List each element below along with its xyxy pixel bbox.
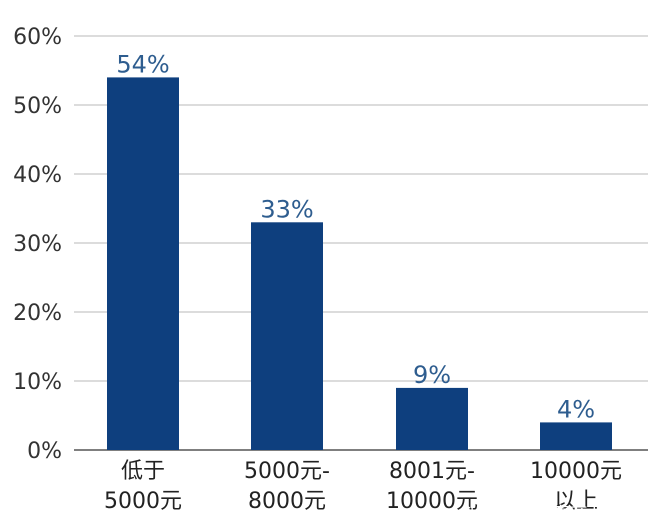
bar <box>540 422 612 450</box>
x-tick-label: 10000元 <box>386 489 478 514</box>
x-tick-label: 5000元- <box>244 459 330 484</box>
y-tick-label: 50% <box>13 94 62 119</box>
data-label: 4% <box>557 395 595 423</box>
data-label: 9% <box>413 361 451 389</box>
bar <box>396 387 468 450</box>
x-tick-label: 8000元 <box>248 489 326 514</box>
y-tick-label: 10% <box>13 370 62 395</box>
x-tick-label: 低于 <box>121 459 165 484</box>
y-tick-label: 30% <box>13 232 62 257</box>
y-tick-label: 20% <box>13 301 62 326</box>
x-tick-label: 以上 <box>554 489 598 514</box>
bars <box>107 77 612 451</box>
y-axis-ticks: 0% 10% 20% 30% 40% 50% 60% <box>13 25 62 464</box>
y-tick-label: 40% <box>13 163 62 188</box>
x-tick-label: 8001元- <box>389 459 475 484</box>
value-labels: 54% 33% 9% 4% <box>116 50 595 423</box>
data-label: 33% <box>260 195 313 223</box>
data-label: 54% <box>116 50 169 78</box>
bar <box>107 77 179 451</box>
bar <box>251 222 323 450</box>
watermark: 头条号 | 帅真商业视界 <box>462 504 642 525</box>
x-tick-label: 10000元 <box>530 459 622 484</box>
x-tick-label: 5000元 <box>104 489 182 514</box>
y-tick-label: 60% <box>13 25 62 50</box>
y-tick-label: 0% <box>27 439 62 464</box>
